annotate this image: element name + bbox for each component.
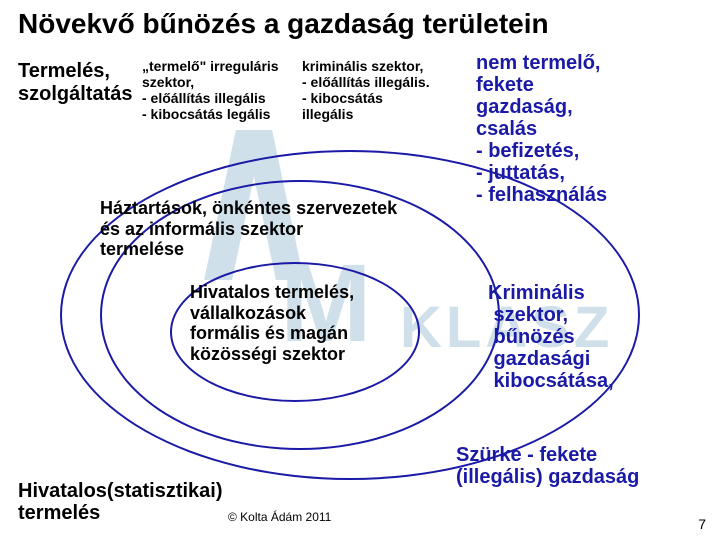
szurke-text: Szürke - fekete (illegális) gazdaság — [456, 444, 639, 488]
page-title: Növekvő bűnözés a gazdaság területein — [18, 8, 549, 40]
hivatalos-label: Hivatalos(statisztikai) termelés — [18, 480, 223, 524]
col-mid1-text: „termelő" irreguláris szektor, - előállí… — [142, 58, 302, 122]
copyright-text: © Kolta Ádám 2011 — [228, 510, 331, 524]
hiv-text: Hivatalos termelés, vállalkozások formál… — [190, 282, 354, 365]
krim-text: Kriminális szektor, bűnözés gazdasági ki… — [488, 282, 614, 392]
col-left-label: Termelés, szolgáltatás — [18, 60, 132, 106]
haz-text: Háztartások, önkéntes szervezetek és az … — [100, 198, 397, 260]
col-right-text: nem termelő, fekete gazdaság, csalás - b… — [476, 52, 706, 206]
col-mid2-text: kriminális szektor, - előállítás illegál… — [302, 58, 472, 122]
slide-number: 7 — [698, 516, 706, 532]
